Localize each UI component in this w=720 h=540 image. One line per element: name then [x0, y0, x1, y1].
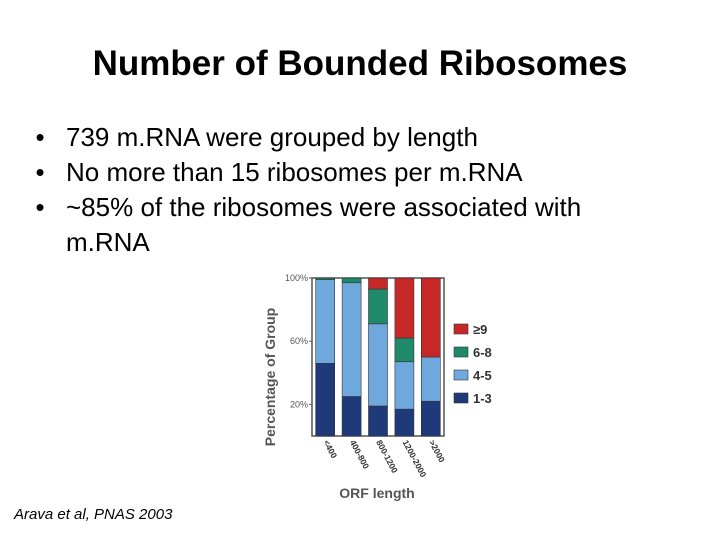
citation: Arava et al, PNAS 2003: [14, 506, 173, 523]
bar-segment: [315, 279, 336, 364]
stacked-bar-chart: <400 400-800 800-1200 1200-2000 >2000 100% 60%…: [255, 262, 515, 507]
y-tick-label: 60%: [290, 336, 308, 346]
x-tick-label: 1200-2000: [401, 438, 429, 479]
bullet-item: • 739 m.RNA were grouped by length: [30, 120, 670, 155]
bullet-list: • 739 m.RNA were grouped by length • No mo…: [30, 120, 670, 260]
bar-segment: [368, 323, 388, 407]
bullet-item: • ~85% of the ribosomes were associated w…: [30, 190, 670, 260]
chart-svg: <400 400-800 800-1200 1200-2000>2000 100% 60%…: [262, 273, 492, 501]
bar-segment: [420, 356, 441, 402]
bullet-text: 739 m.RNA were grouped by length: [66, 122, 478, 152]
legend-label: 1-3: [473, 391, 492, 406]
bar-segment: [420, 277, 441, 358]
x-tick-label: >2000: [427, 438, 447, 464]
x-tick-label: <400: [321, 438, 339, 460]
bar-segment: [394, 408, 415, 437]
y-tick-label: 100%: [285, 273, 308, 283]
bar-segment: [341, 277, 362, 284]
legend-label: ≥9: [473, 322, 487, 337]
bar-segment: [368, 277, 388, 290]
bullet-dot: •: [35, 122, 45, 152]
bullet-text: No more than 15 ribosomes per m.RNA: [66, 157, 523, 187]
legend-swatch: [453, 323, 469, 335]
bar-segment: [341, 396, 362, 437]
bar-segment: [394, 361, 415, 410]
bullet-text: ~85% of the ribosomes were associated wi…: [66, 192, 582, 257]
y-axis-label: Percentage of Group: [262, 308, 278, 446]
bar-segment: [394, 277, 415, 339]
bar-segment: [394, 337, 415, 363]
bar-segment: [315, 363, 336, 437]
legend-label: 6-8: [473, 345, 492, 360]
legend-swatch: [453, 392, 469, 404]
legend-swatch: [453, 369, 469, 381]
bar-segment: [341, 282, 362, 397]
legend-swatch: [453, 346, 469, 358]
x-tick-label: 800-1200: [374, 438, 400, 475]
y-tick-label: 20%: [290, 399, 308, 409]
bullet-item: • No more than 15 ribosomes per m.RNA: [30, 155, 670, 190]
slide-title: Number of Bounded Ribosomes: [92, 44, 628, 83]
bar-segment: [368, 288, 388, 325]
x-tick-label: 400-800: [348, 438, 372, 470]
bullet-dot: •: [35, 192, 45, 222]
x-axis-label: ORF length: [339, 485, 414, 501]
bullet-dot: •: [35, 157, 45, 187]
bar-segment: [368, 405, 388, 437]
legend-label: 4-5: [473, 368, 492, 383]
bar-segment: [420, 400, 441, 437]
bar-segment: [315, 277, 336, 280]
